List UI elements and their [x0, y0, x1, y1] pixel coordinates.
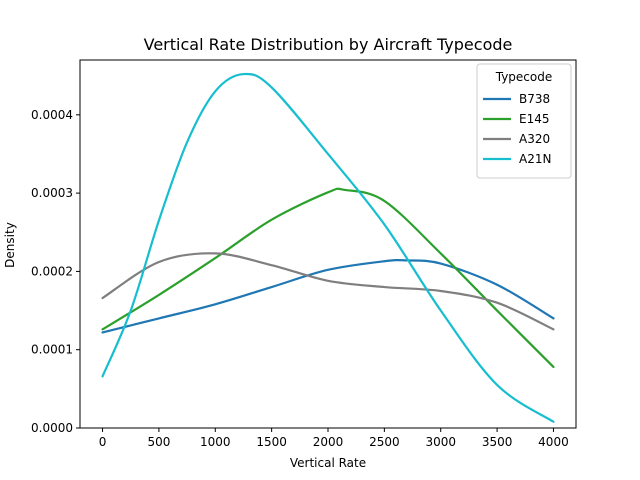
legend-label: A21N [519, 152, 551, 166]
x-tick-label: 3500 [482, 435, 513, 449]
legend-label: E145 [519, 112, 550, 126]
x-tick-label: 1500 [256, 435, 287, 449]
y-axis-label: Density [3, 222, 17, 268]
x-tick-label: 2500 [369, 435, 400, 449]
legend-label: A320 [519, 132, 550, 146]
legend-title: Typecode [495, 70, 553, 84]
legend-item: B738 [483, 92, 550, 106]
legend-item: A320 [483, 132, 550, 146]
y-tick-label: 0.0004 [31, 108, 73, 122]
series-line-a320 [101, 252, 555, 331]
y-tick-label: 0.0002 [31, 264, 73, 278]
x-axis-label: Vertical Rate [290, 456, 366, 470]
legend-box [476, 63, 572, 179]
x-tick-label: 1000 [200, 435, 231, 449]
y-tick-label: 0.0000 [31, 421, 73, 435]
legend-items: B738 E145 A320 A21N [483, 92, 551, 166]
series-line-e145 [101, 187, 555, 369]
series-line-a21n [101, 72, 555, 423]
x-tick-label: 3000 [425, 435, 456, 449]
chart-title: Vertical Rate Distribution by Aircraft T… [144, 35, 513, 54]
x-tick-label: 0 [99, 435, 107, 449]
legend-label: B738 [519, 92, 550, 106]
y-axis: 0.0000 0.0001 0.0002 0.0003 0.0004 [31, 108, 80, 435]
x-tick-label: 2000 [313, 435, 344, 449]
y-tick-label: 0.0001 [31, 343, 73, 357]
series-line-b738 [101, 259, 555, 334]
legend-item: E145 [483, 112, 550, 126]
y-tick-label: 0.0003 [31, 186, 73, 200]
series-layer [101, 72, 555, 423]
legend-item: A21N [483, 152, 551, 166]
x-tick-label: 500 [147, 435, 170, 449]
x-axis: 0 500 1000 1500 2000 2500 3000 3500 4000 [99, 428, 569, 449]
x-tick-label: 4000 [538, 435, 569, 449]
legend: Typecode B738 E145 A320 A21N [476, 63, 572, 179]
